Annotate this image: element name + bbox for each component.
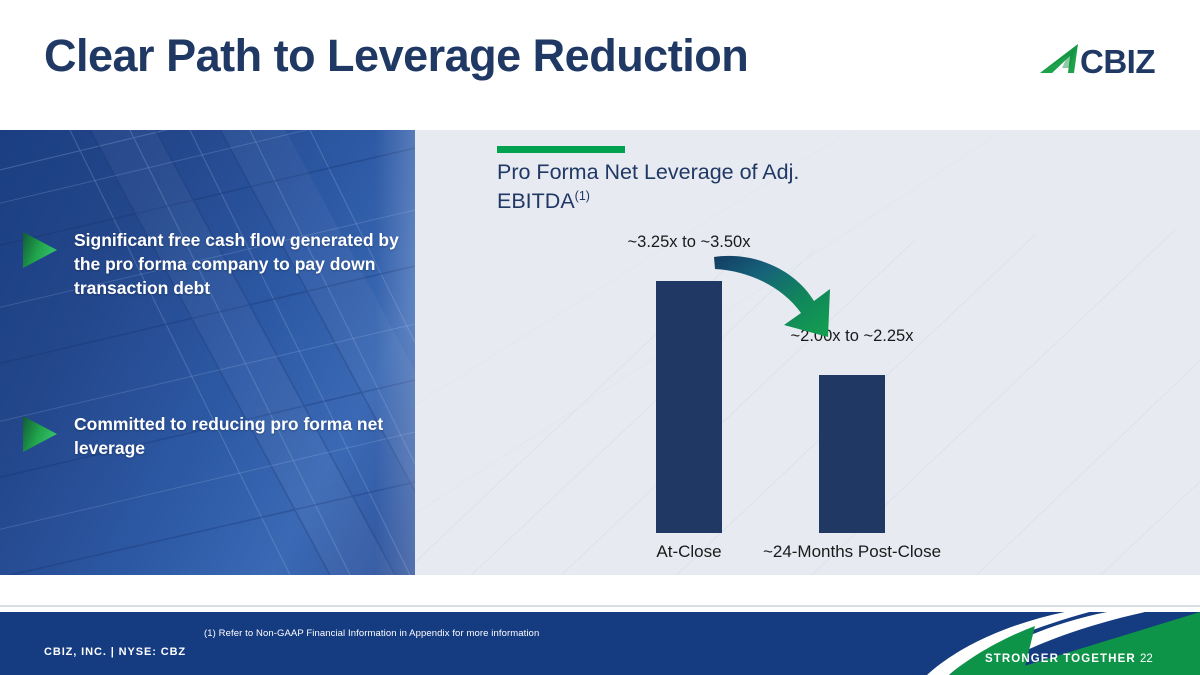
bullet-item-2-text: Committed to reducing pro forma net leve… [74, 414, 384, 459]
category-label-at-close: At-Close [656, 542, 722, 561]
swoosh-icon [1040, 44, 1078, 73]
footer-page-number: 22 [1140, 653, 1153, 665]
footer-ticker: CBIZ, INC. | NYSE: CBZ [44, 646, 187, 658]
chart-title-text: Pro Forma Net Leverage of Adj. EBITDA [497, 160, 800, 214]
chart-title: Pro Forma Net Leverage of Adj. EBITDA(1) [497, 158, 827, 216]
cbiz-logo-svg: CBIZ [1040, 43, 1156, 80]
cbiz-logo: CBIZ [1038, 38, 1160, 86]
triangle-arrow-icon [23, 416, 57, 452]
footer: (1) Refer to Non-GAAP Financial Informat… [0, 612, 1200, 675]
footer-tagline: STRONGER TOGETHER [985, 653, 1136, 665]
leverage-bar-chart: ~3.25x to ~3.50x At-Close ~2.00x to ~2.2… [415, 130, 1200, 575]
bar-at-close [656, 281, 722, 533]
bullet-item-1-text: Significant free cash flow generated by … [74, 230, 399, 299]
panel-edge-highlight [375, 130, 415, 575]
category-label-post-close: ~24-Months Post-Close [762, 542, 942, 561]
bar-24-months-post-close [819, 375, 885, 533]
left-bullet-panel: Significant free cash flow generated by … [0, 130, 415, 575]
building-lines-decoration [0, 130, 415, 575]
footer-divider [0, 605, 1200, 607]
triangle-arrow-icon [23, 232, 57, 268]
faint-lines-decoration [415, 130, 1200, 575]
cbiz-logo-text: CBIZ [1080, 43, 1155, 80]
chart-title-footnote-marker: (1) [574, 188, 590, 203]
bullet-item-1: Significant free cash flow generated by … [22, 228, 402, 300]
footer-swoosh-icon [845, 612, 1200, 675]
bullet-item-2: Committed to reducing pro forma net leve… [22, 412, 402, 460]
content-panels: Significant free cash flow generated by … [0, 130, 1200, 575]
page-title: Clear Path to Leverage Reduction [44, 30, 749, 81]
declining-trend-arrow-icon [714, 255, 830, 337]
bar-value-label-1: ~3.25x to ~3.50x [627, 233, 751, 251]
title-accent-bar [497, 146, 625, 153]
right-chart-panel: Pro Forma Net Leverage of Adj. EBITDA(1)… [415, 130, 1200, 575]
footer-footnote: (1) Refer to Non-GAAP Financial Informat… [204, 628, 540, 639]
